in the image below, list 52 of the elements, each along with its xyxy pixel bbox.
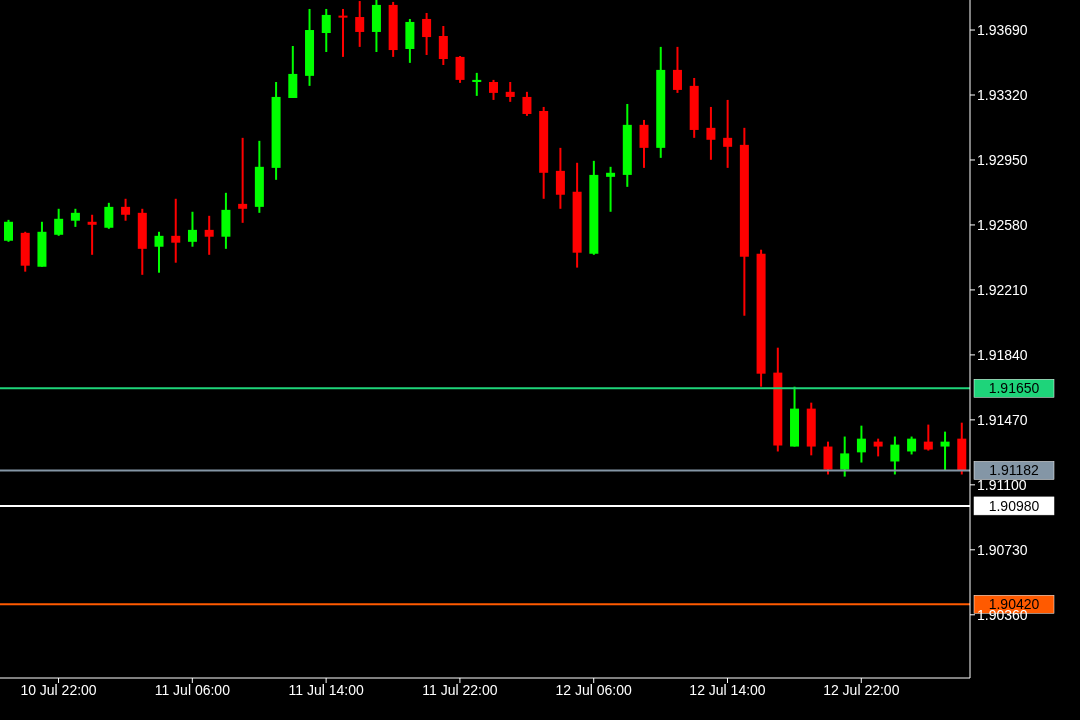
y-tick-label: 1.92580 xyxy=(977,216,1028,233)
candlestick xyxy=(422,11,432,56)
candlestick xyxy=(856,424,866,464)
candlestick xyxy=(438,24,448,66)
candlestick xyxy=(121,197,131,222)
ref-line-label: 1.91182 xyxy=(989,462,1039,479)
x-tick-label: 11 Jul 22:00 xyxy=(422,681,498,698)
candlestick xyxy=(505,81,515,103)
y-tick-label: 1.91470 xyxy=(977,411,1028,428)
x-tick-label: 10 Jul 22:00 xyxy=(20,681,97,698)
candlestick xyxy=(823,440,833,476)
candlestick xyxy=(238,136,248,224)
candlestick xyxy=(154,230,164,274)
candlestick xyxy=(355,0,365,48)
y-tick-label: 1.91840 xyxy=(977,346,1028,363)
y-tick-label: 1.91100 xyxy=(977,476,1027,493)
candlestick xyxy=(187,210,197,248)
y-tick-label: 1.93690 xyxy=(977,22,1028,38)
y-tick-label: 1.90730 xyxy=(977,541,1028,558)
candlestick xyxy=(606,165,616,213)
candlestick xyxy=(70,207,80,228)
candlestick xyxy=(639,118,649,169)
y-tick-label: 1.92950 xyxy=(977,151,1028,168)
y-tick-label: 1.92210 xyxy=(977,281,1028,298)
ref-line-label: 1.91650 xyxy=(988,380,1040,397)
x-tick-label: 11 Jul 06:00 xyxy=(154,681,231,698)
y-tick-label: 1.93320 xyxy=(977,86,1028,103)
candlestick xyxy=(489,78,498,101)
candlestick xyxy=(171,197,181,264)
candlestick xyxy=(104,201,114,230)
candlestick xyxy=(87,213,97,256)
ref-line-label: 1.90980 xyxy=(988,497,1040,514)
candlestick xyxy=(923,423,933,452)
candlestick xyxy=(4,218,13,243)
candlestick xyxy=(522,90,532,117)
candlestick xyxy=(723,98,733,169)
candlestick xyxy=(890,435,900,476)
candlestick xyxy=(672,45,682,94)
candlestick xyxy=(204,214,214,256)
candlestick xyxy=(321,7,331,53)
candlestick xyxy=(555,146,565,210)
x-tick-label: 12 Jul 22:00 xyxy=(823,681,900,698)
candlestick xyxy=(455,55,465,84)
candlestick xyxy=(840,435,850,478)
candlestick xyxy=(338,7,348,58)
candlestick xyxy=(54,207,64,237)
x-tick-label: 12 Jul 06:00 xyxy=(555,681,633,698)
candlestick xyxy=(706,105,716,161)
x-tick-label: 11 Jul 14:00 xyxy=(288,681,364,698)
x-tick-label: 12 Jul 14:00 xyxy=(689,681,766,698)
candlestick xyxy=(940,430,950,472)
candlestick xyxy=(472,71,482,97)
